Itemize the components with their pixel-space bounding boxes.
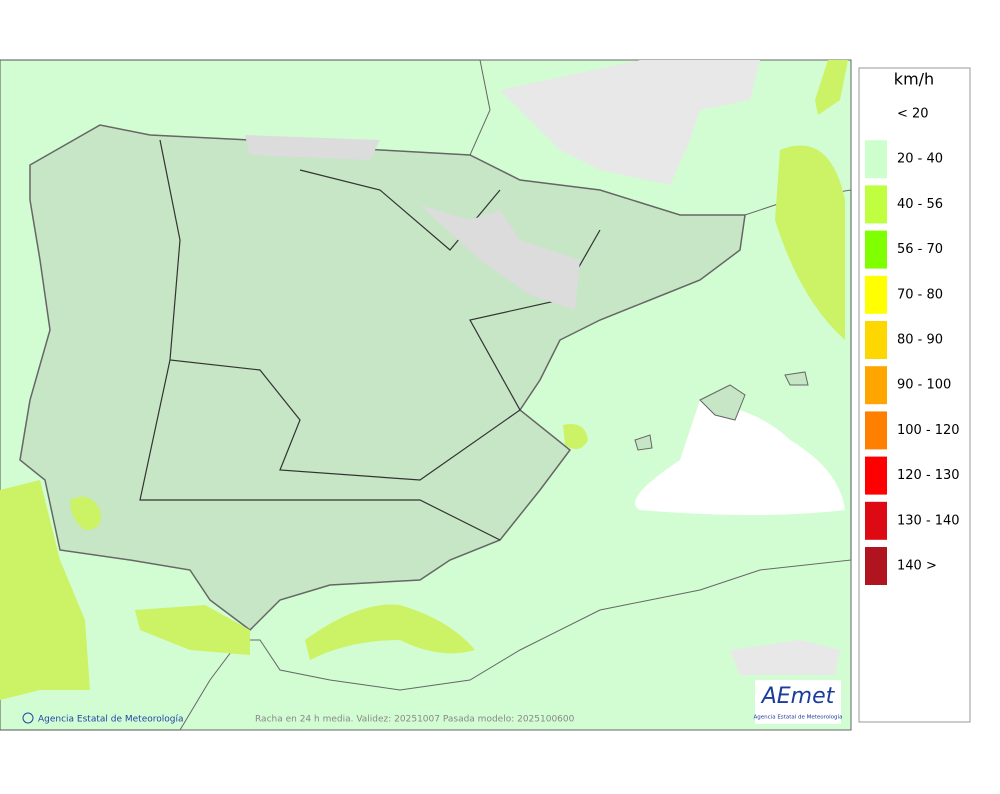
legend-label: 90 - 100 bbox=[897, 378, 951, 393]
legend-swatch bbox=[865, 230, 887, 269]
calm-area bbox=[500, 60, 760, 185]
gust-area bbox=[775, 145, 845, 340]
balearic-islands bbox=[634, 371, 809, 451]
legend-label: 140 > bbox=[897, 559, 937, 574]
legend-swatch bbox=[865, 185, 887, 224]
copyright-icon bbox=[22, 712, 34, 724]
gust-area bbox=[135, 605, 250, 655]
legend-swatch bbox=[865, 456, 887, 495]
legend: km/h < 20 20 - 40 40 - 56 56 - 70 70 - 80 80 … bbox=[858, 67, 971, 723]
gust-area bbox=[0, 480, 90, 700]
gust-area bbox=[70, 496, 101, 530]
legend-swatch bbox=[865, 321, 887, 359]
caption: Racha en 24 h media. Validez: 20251007 P… bbox=[255, 715, 575, 725]
legend-swatch bbox=[865, 366, 887, 405]
legend-label: 130 - 140 bbox=[897, 513, 960, 528]
legend-label: 120 - 130 bbox=[897, 468, 960, 483]
legend-label: 56 - 70 bbox=[897, 242, 943, 257]
legend-label: 40 - 56 bbox=[897, 197, 943, 212]
logo: AEmet bbox=[760, 684, 836, 709]
calm-area bbox=[730, 640, 840, 675]
legend-label: < 20 bbox=[897, 107, 929, 122]
gust-area bbox=[815, 60, 848, 115]
calm-area bbox=[245, 135, 380, 160]
legend-label: 20 - 40 bbox=[897, 152, 943, 167]
legend-swatch bbox=[865, 547, 887, 585]
legend-swatch bbox=[865, 411, 887, 450]
gust-area bbox=[305, 604, 475, 660]
legend-label: 100 - 120 bbox=[897, 423, 960, 438]
credit: Agencia Estatal de Meteorología bbox=[38, 715, 184, 725]
logo-subtitle: Agencia Estatal de Meteorología bbox=[754, 714, 843, 721]
legend-title: km/h bbox=[894, 70, 934, 89]
legend-swatch bbox=[865, 275, 887, 314]
legend-label: 80 - 90 bbox=[897, 333, 943, 348]
iberia-land bbox=[19, 124, 746, 631]
gust-area bbox=[563, 424, 588, 449]
legend-swatch bbox=[865, 95, 887, 133]
calm-area bbox=[420, 205, 580, 310]
legend-swatch bbox=[865, 501, 887, 540]
legend-label: 70 - 80 bbox=[897, 287, 943, 302]
legend-swatch bbox=[865, 140, 887, 179]
map: Agencia Estatal de Meteorología Racha en… bbox=[0, 59, 852, 731]
logo-box bbox=[755, 680, 841, 724]
calm-area bbox=[635, 400, 845, 515]
